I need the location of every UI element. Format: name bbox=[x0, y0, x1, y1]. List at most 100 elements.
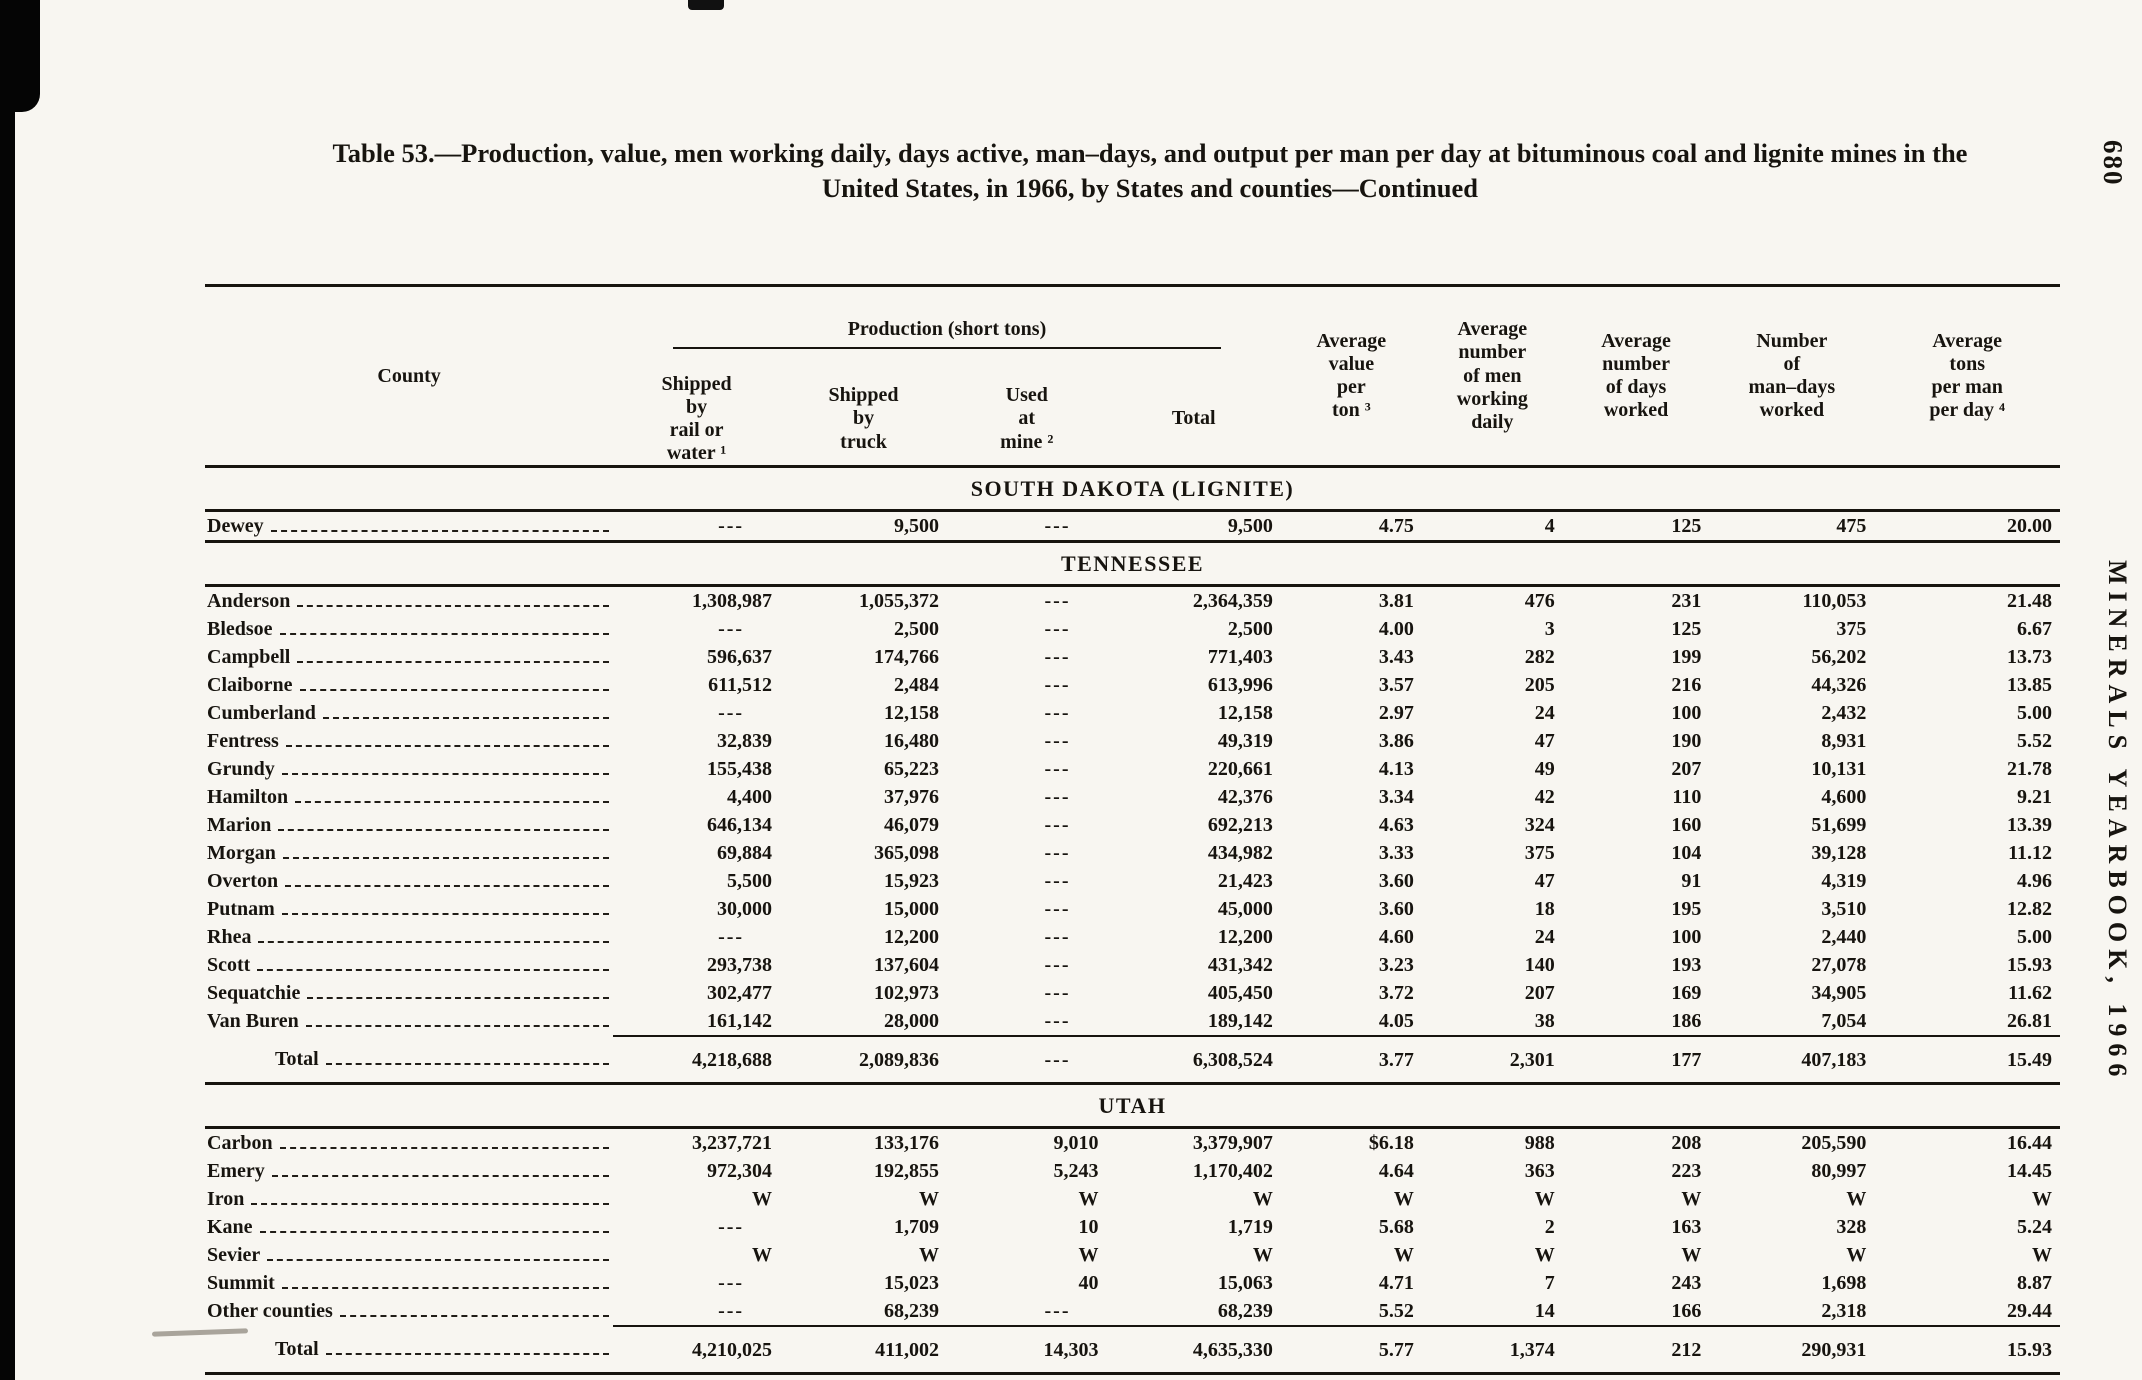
value-cell: --- bbox=[1044, 981, 1071, 1004]
value-cell: 12.82 bbox=[2007, 897, 2052, 920]
value-cell: 140 bbox=[1524, 953, 1555, 976]
value-cell: 613,996 bbox=[1207, 673, 1273, 696]
value-cell: 21,423 bbox=[1217, 869, 1273, 892]
value-cell: 12,158 bbox=[883, 701, 939, 724]
dash-leader bbox=[270, 529, 610, 532]
dash-leader bbox=[295, 800, 610, 803]
dash-leader bbox=[281, 912, 610, 915]
dash-leader bbox=[281, 772, 610, 775]
table-body: SOUTH DAKOTA (LIGNITE) Dewey --- 9,500 --- 9,… bbox=[205, 465, 2060, 1374]
county-name: Cumberland bbox=[207, 701, 316, 724]
value-cell: --- bbox=[1044, 785, 1071, 808]
value-cell: 26.81 bbox=[2007, 1009, 2052, 1032]
table-row: Scott 293,738 137,604 --- 431,342 3.23 140 193 2… bbox=[205, 951, 2060, 979]
value-cell: W bbox=[1252, 1243, 1273, 1266]
dash-leader bbox=[279, 632, 610, 635]
value-cell: --- bbox=[718, 617, 745, 640]
value-cell: 42 bbox=[1534, 785, 1555, 808]
county-cell: Marion bbox=[205, 811, 613, 839]
value-cell: 32,839 bbox=[717, 729, 773, 752]
value-cell: 18 bbox=[1534, 897, 1555, 920]
dash-leader bbox=[297, 660, 610, 663]
county-name: Bledsoe bbox=[207, 617, 273, 640]
value-cell: 3.72 bbox=[1378, 981, 1414, 1004]
table-row: Sequatchie 302,477 102,973 --- 405,450 3.72 20… bbox=[205, 979, 2060, 1007]
value-cell: --- bbox=[1044, 514, 1071, 537]
county-cell: Other counties bbox=[205, 1297, 613, 1326]
value-cell: 14,303 bbox=[946, 1325, 1107, 1374]
value-cell: W bbox=[918, 1187, 939, 1210]
value-cell: 2,500 bbox=[1227, 617, 1273, 640]
value-cell: 988 bbox=[1524, 1131, 1555, 1154]
value-cell: 208 bbox=[1671, 1131, 1702, 1154]
table-title-line2: United States, in 1966, by States and co… bbox=[822, 172, 1478, 203]
value-cell: 80,997 bbox=[1811, 1159, 1867, 1182]
value-cell: 1,055,372 bbox=[858, 589, 939, 612]
value-cell: 3.81 bbox=[1378, 589, 1414, 612]
value-cell: 21.78 bbox=[2007, 757, 2052, 780]
value-cell: 38 bbox=[1534, 1009, 1555, 1032]
value-cell: 2,440 bbox=[1821, 925, 1867, 948]
value-cell: 2.97 bbox=[1378, 701, 1414, 724]
value-cell: 39,128 bbox=[1811, 841, 1867, 864]
value-cell: 1,374 bbox=[1421, 1325, 1563, 1374]
county-name: Sevier bbox=[207, 1243, 261, 1266]
value-cell: 110 bbox=[1672, 785, 1702, 808]
value-cell: 27,078 bbox=[1811, 953, 1867, 976]
value-cell: 9,500 bbox=[893, 514, 939, 537]
value-cell: 3,510 bbox=[1821, 897, 1867, 920]
value-cell: W bbox=[1846, 1243, 1867, 1266]
col-header-man-days: Number of man–days worked bbox=[1748, 329, 1836, 422]
value-cell: 9.21 bbox=[2017, 785, 2052, 808]
value-cell: 365,098 bbox=[873, 841, 939, 864]
col-header-shipped-truck: Shipped by truck bbox=[828, 384, 899, 453]
value-cell: 293,738 bbox=[707, 953, 773, 976]
dash-leader bbox=[325, 1353, 610, 1356]
value-cell: --- bbox=[1044, 897, 1071, 920]
dash-leader bbox=[282, 856, 610, 859]
value-cell: 10,131 bbox=[1811, 757, 1867, 780]
value-cell: 411,002 bbox=[780, 1325, 947, 1374]
value-cell: 155,438 bbox=[707, 757, 773, 780]
value-cell: --- bbox=[718, 925, 745, 948]
value-cell: 9,500 bbox=[1227, 514, 1273, 537]
table-row: Overton 5,500 15,923 --- 21,423 3.60 47 91 4,319… bbox=[205, 867, 2060, 895]
value-cell: 3.77 bbox=[1280, 1035, 1422, 1084]
value-cell: --- bbox=[1044, 869, 1071, 892]
county-cell: Fentress bbox=[205, 727, 613, 755]
county-cell: Hamilton bbox=[205, 783, 613, 811]
dash-leader bbox=[259, 1230, 610, 1233]
value-cell: 6.67 bbox=[2017, 617, 2052, 640]
value-cell: 4.00 bbox=[1378, 617, 1414, 640]
value-cell: --- bbox=[1044, 757, 1071, 780]
county-cell: Total bbox=[205, 1036, 613, 1084]
county-name: Fentress bbox=[207, 729, 279, 752]
value-cell: 20.00 bbox=[2007, 514, 2052, 537]
value-cell: 160 bbox=[1671, 813, 1702, 836]
table-row: Bledsoe --- 2,500 --- 2,500 4.00 3 125 375 6.67 bbox=[205, 615, 2060, 643]
value-cell: 5,500 bbox=[727, 869, 773, 892]
value-cell: 4,635,330 bbox=[1106, 1325, 1281, 1374]
value-cell: 15,923 bbox=[883, 869, 939, 892]
value-cell: 3.60 bbox=[1378, 897, 1414, 920]
value-cell: 192,855 bbox=[873, 1159, 939, 1182]
value-cell: 68,239 bbox=[1217, 1299, 1273, 1322]
table-row: Cumberland --- 12,158 --- 12,158 2.97 24 100 2,4… bbox=[205, 699, 2060, 727]
value-cell: --- bbox=[1044, 1009, 1071, 1032]
value-cell: W bbox=[1393, 1187, 1414, 1210]
value-cell: 13.39 bbox=[2007, 813, 2052, 836]
value-cell: 56,202 bbox=[1811, 645, 1867, 668]
value-cell: 205 bbox=[1524, 673, 1555, 696]
value-cell: 125 bbox=[1671, 617, 1702, 640]
value-cell: 28,000 bbox=[883, 1009, 939, 1032]
value-cell: 407,183 bbox=[1709, 1035, 1875, 1084]
table-header: County Production (short tons) Average v… bbox=[205, 286, 2060, 467]
value-cell: 49 bbox=[1534, 757, 1555, 780]
county-cell: Sequatchie bbox=[205, 979, 613, 1007]
value-cell: 100 bbox=[1671, 701, 1702, 724]
value-cell: --- bbox=[718, 701, 745, 724]
value-cell: --- bbox=[1044, 617, 1071, 640]
value-cell: 190 bbox=[1671, 729, 1702, 752]
value-cell: 8,931 bbox=[1821, 729, 1867, 752]
value-cell: 100 bbox=[1671, 925, 1702, 948]
